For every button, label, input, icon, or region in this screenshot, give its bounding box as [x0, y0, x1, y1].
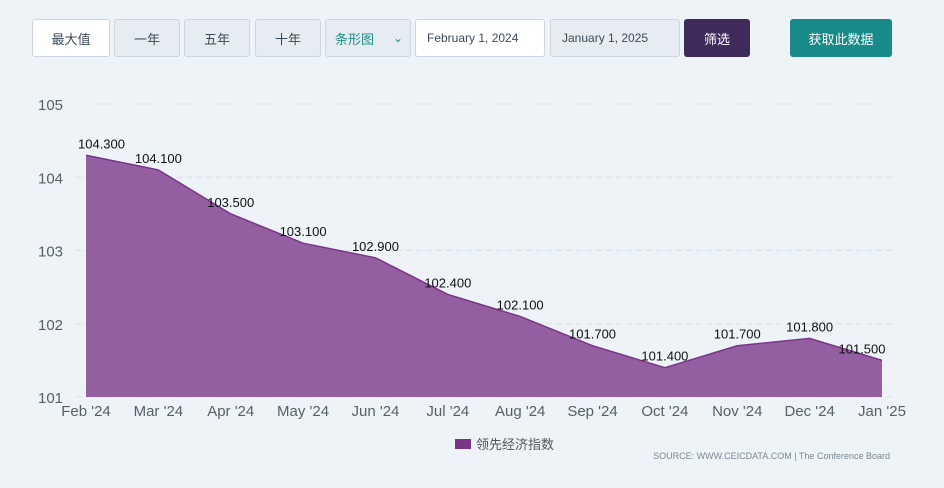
data-label: 101.500 [839, 341, 886, 356]
data-label: 102.100 [497, 297, 544, 312]
x-tick-label: Aug '24 [495, 403, 545, 420]
data-label: 102.400 [424, 275, 471, 290]
x-tick-label: Sep '24 [567, 403, 617, 420]
x-tick-label: Jan '25 [858, 403, 906, 420]
data-label: 101.700 [569, 327, 616, 342]
x-tick-label: Dec '24 [784, 403, 834, 420]
series-line [85, 154, 883, 369]
series-area [86, 155, 882, 397]
y-tick-label: 102 [38, 317, 63, 334]
legend[interactable]: 领先经济指数 [455, 434, 554, 453]
x-tick-label: May '24 [277, 403, 329, 420]
end-date-input[interactable]: January 1, 2025 [550, 19, 680, 57]
data-label: 104.300 [78, 136, 125, 151]
data-label: 104.100 [135, 151, 182, 166]
filter-button[interactable]: 筛选 [684, 19, 750, 57]
y-tick-label: 103 [38, 244, 63, 261]
chart-type-select[interactable]: 条形图 ⌄ [325, 19, 411, 57]
legend-label: 领先经济指数 [476, 437, 555, 452]
range-10y-button[interactable]: 十年 [255, 19, 321, 57]
get-data-button[interactable]: 获取此数据 [790, 19, 892, 57]
x-tick-label: Oct '24 [641, 403, 688, 420]
data-label: 101.800 [786, 319, 833, 334]
y-tick-label: 105 [38, 97, 63, 114]
x-tick-label: Mar '24 [134, 403, 184, 420]
data-label: 101.400 [641, 349, 688, 364]
chevron-down-icon: ⌄ [392, 31, 403, 45]
legend-swatch [455, 438, 471, 449]
source-note: SOURCE: WWW.CEICDATA.COM | The Conferenc… [653, 451, 890, 461]
y-tick-label: 104 [38, 170, 63, 187]
range-5y-button[interactable]: 五年 [184, 19, 250, 57]
chart-type-label: 条形图 [335, 31, 375, 47]
range-1y-button[interactable]: 一年 [114, 19, 180, 57]
data-label: 103.500 [207, 195, 254, 210]
x-tick-label: Jun '24 [352, 403, 400, 420]
data-label: 101.700 [714, 327, 761, 342]
data-label: 103.100 [280, 224, 327, 239]
y-tick-label: 101 [38, 390, 63, 407]
start-date-input[interactable]: February 1, 2024 [415, 19, 545, 57]
x-tick-label: Apr '24 [207, 403, 254, 420]
data-label: 102.900 [352, 239, 399, 254]
x-tick-label: Jul '24 [426, 403, 469, 420]
x-tick-label: Feb '24 [61, 403, 111, 420]
x-tick-label: Nov '24 [712, 403, 762, 420]
range-max-button[interactable]: 最大值 [32, 19, 110, 57]
